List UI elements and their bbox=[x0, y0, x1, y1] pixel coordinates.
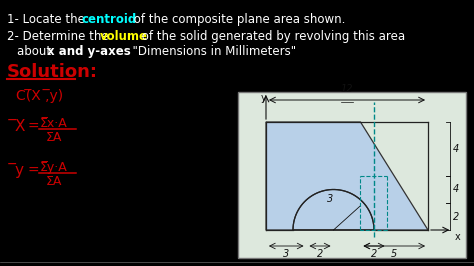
Text: 1- Locate the: 1- Locate the bbox=[7, 13, 89, 26]
Text: 2: 2 bbox=[371, 249, 377, 259]
Text: 3: 3 bbox=[327, 194, 333, 204]
Polygon shape bbox=[266, 122, 428, 230]
Text: ̅X: ̅X bbox=[16, 119, 27, 134]
Text: Σ̅y·A: Σ̅y·A bbox=[40, 161, 68, 174]
Text: y: y bbox=[261, 93, 267, 103]
Text: 12: 12 bbox=[341, 84, 353, 94]
Text: 5: 5 bbox=[391, 249, 397, 259]
Text: 3: 3 bbox=[283, 249, 289, 259]
Text: x: x bbox=[454, 232, 460, 242]
Text: . "Dimensions in Millimeters": . "Dimensions in Millimeters" bbox=[125, 45, 296, 58]
Text: 2- Determine the: 2- Determine the bbox=[7, 30, 112, 43]
Text: 4: 4 bbox=[453, 185, 459, 194]
Text: C(̅X ,̅y): C(̅X ,̅y) bbox=[16, 89, 63, 103]
Text: of the composite plane area shown.: of the composite plane area shown. bbox=[130, 13, 346, 26]
Text: =: = bbox=[28, 120, 40, 134]
Text: of the solid generated by revolving this area: of the solid generated by revolving this… bbox=[138, 30, 405, 43]
Text: 2: 2 bbox=[453, 211, 459, 222]
Text: ΣA: ΣA bbox=[46, 175, 63, 188]
Text: x and y-axes: x and y-axes bbox=[47, 45, 131, 58]
Text: 4: 4 bbox=[453, 144, 459, 154]
Text: Σ̅x·A: Σ̅x·A bbox=[40, 117, 68, 130]
Text: ΣA: ΣA bbox=[46, 131, 63, 144]
Text: 2: 2 bbox=[317, 249, 323, 259]
Text: ̅y: ̅y bbox=[16, 163, 25, 178]
Text: Solution:: Solution: bbox=[7, 63, 98, 81]
Text: =: = bbox=[28, 164, 40, 178]
Text: about: about bbox=[17, 45, 55, 58]
Text: centroid: centroid bbox=[82, 13, 137, 26]
Text: volume: volume bbox=[100, 30, 148, 43]
Bar bbox=[238, 92, 466, 258]
